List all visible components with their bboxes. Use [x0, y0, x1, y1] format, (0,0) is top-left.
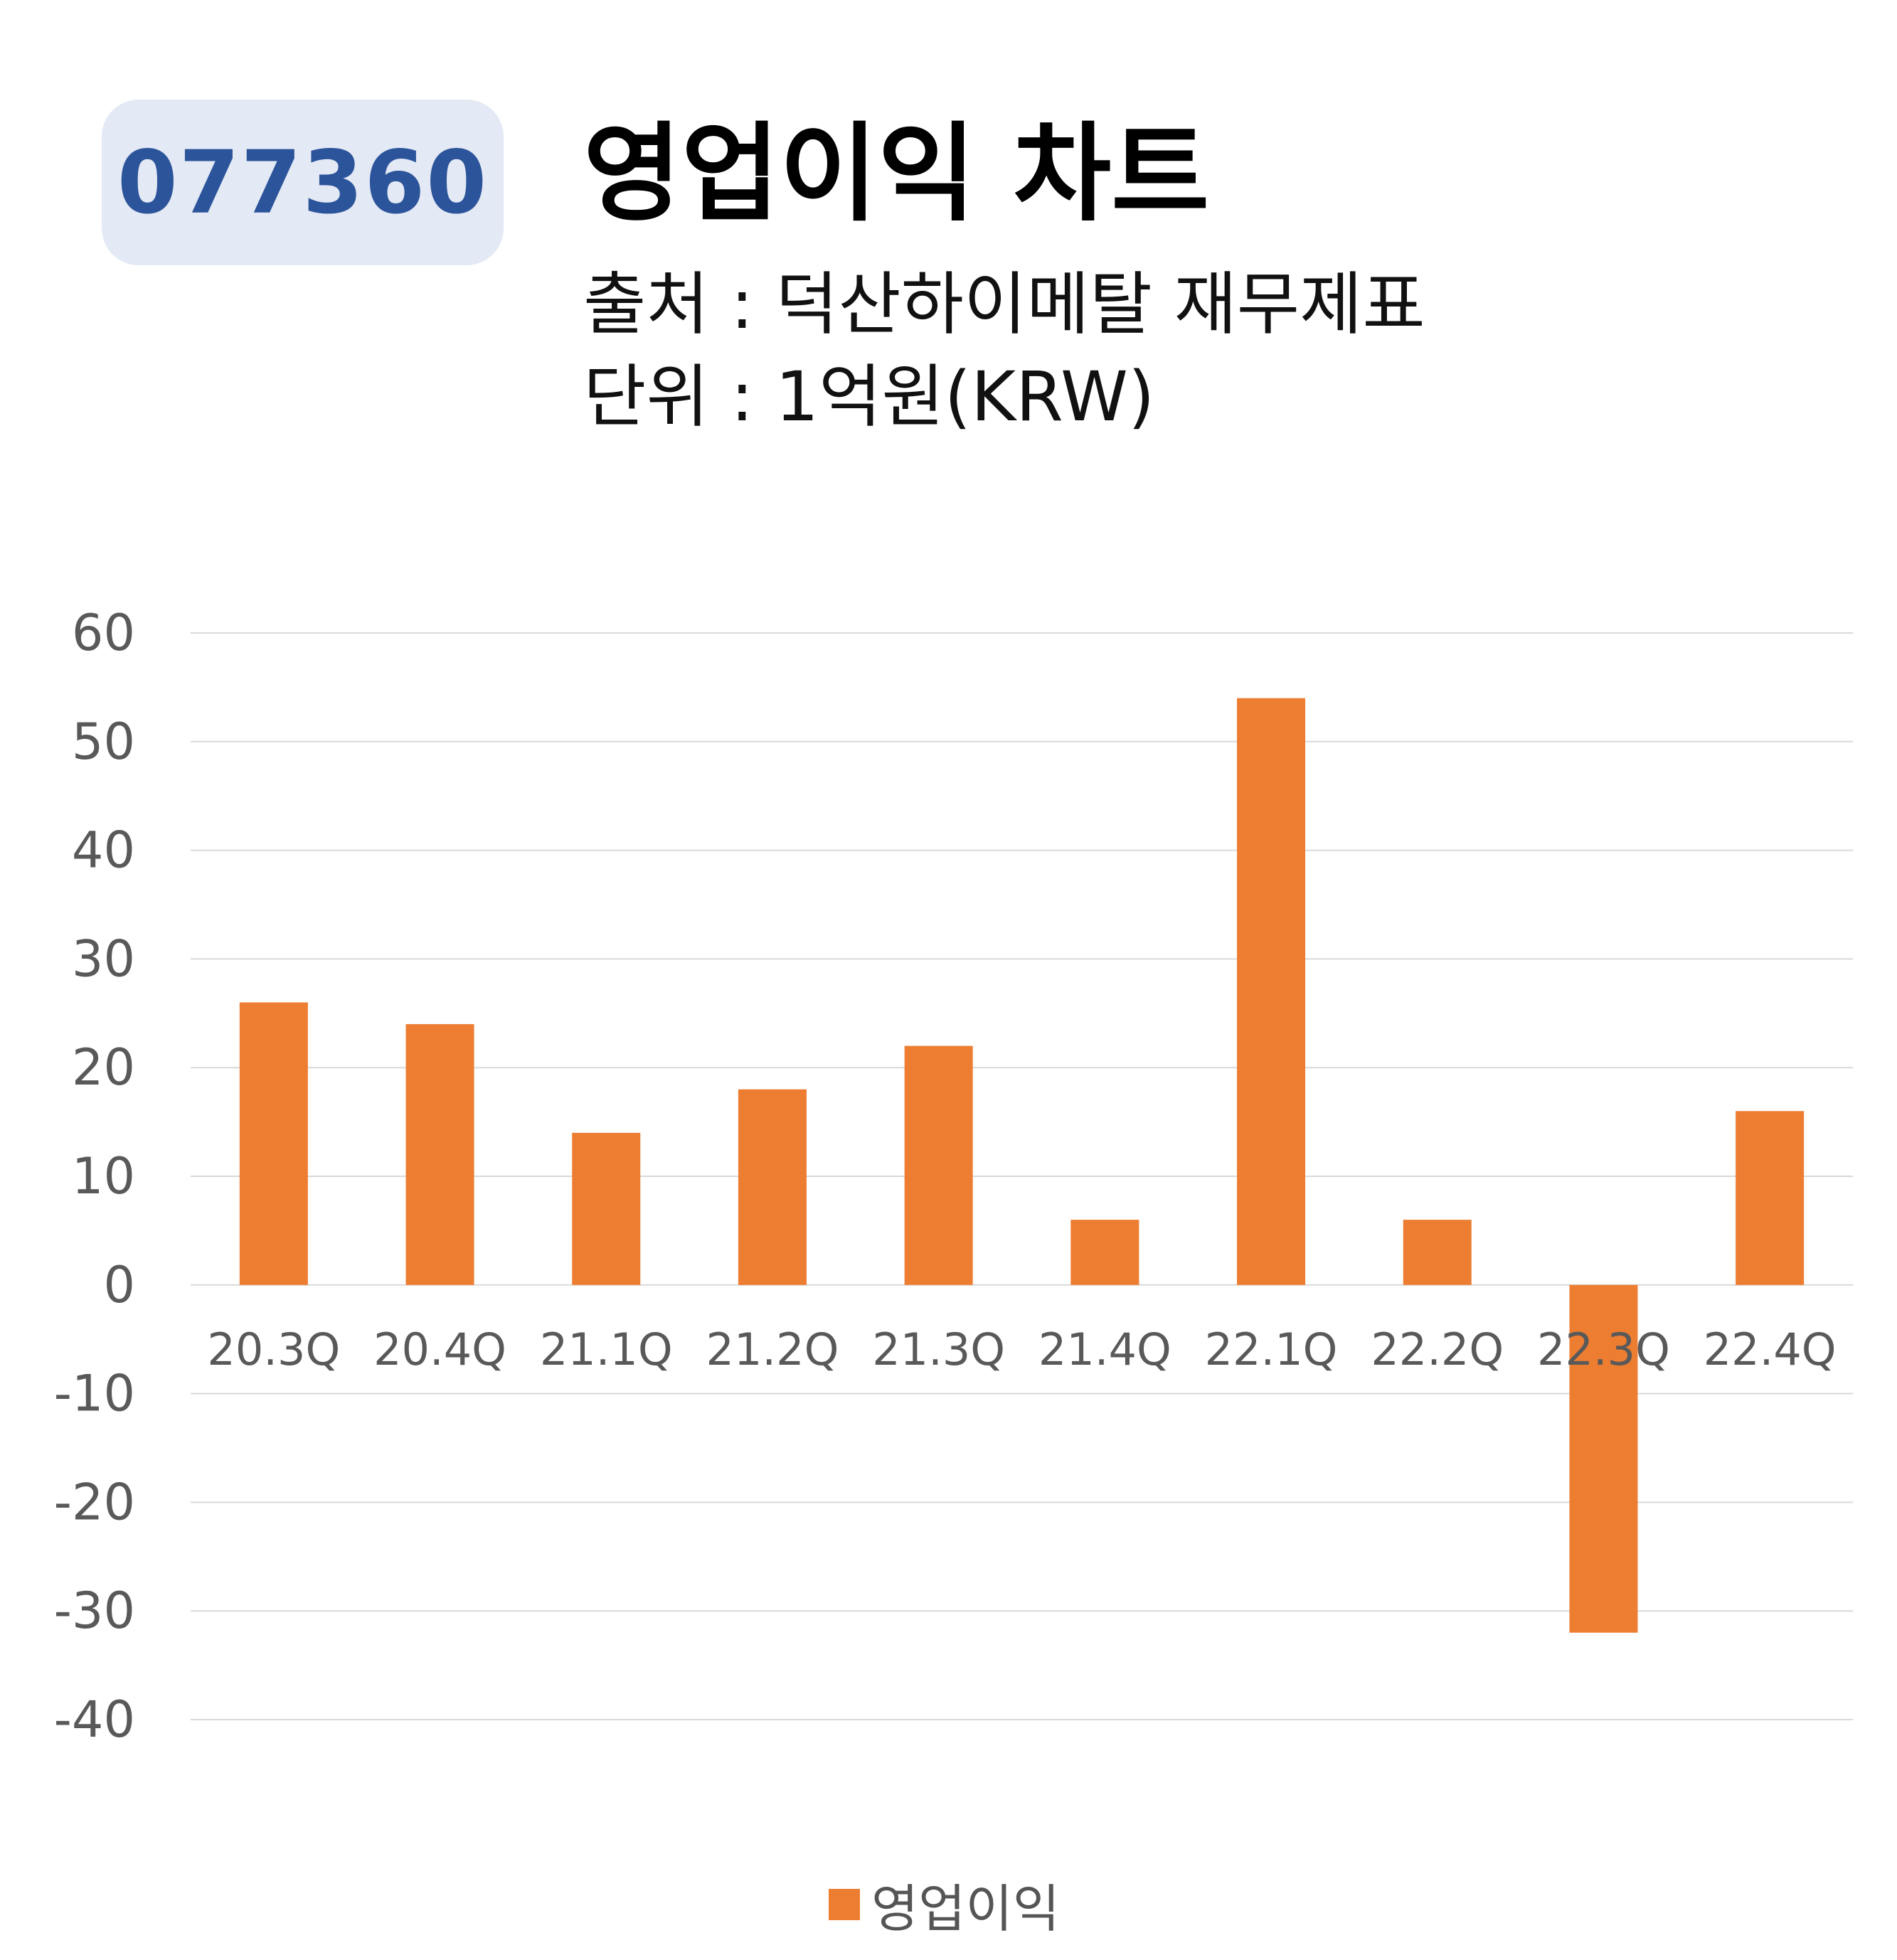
x-tick-label: 20.3Q [207, 1323, 340, 1375]
chart-title: 영업이익 차트 [583, 112, 1210, 236]
legend-label: 영업이익 [871, 1879, 1060, 1939]
bar [239, 1002, 308, 1285]
bar [1237, 698, 1306, 1285]
unit-line: 단위 : 1억원(KRW) [583, 357, 1155, 437]
legend: 영업이익 [829, 1867, 1060, 1942]
bar [1736, 1111, 1805, 1285]
bar [1569, 1284, 1638, 1633]
bar [1070, 1220, 1139, 1285]
y-tick-label: 30 [72, 930, 135, 988]
y-tick-label: -20 [54, 1473, 135, 1531]
x-tick-label: 22.1Q [1205, 1323, 1338, 1375]
x-tick-label: 21.3Q [872, 1323, 1005, 1375]
y-tick-label: 20 [72, 1038, 135, 1097]
y-tick-label: 40 [72, 821, 135, 880]
x-tick-label: 22.3Q [1537, 1323, 1670, 1375]
x-tick-label: 21.1Q [540, 1323, 673, 1375]
y-tick-label: -40 [54, 1690, 135, 1749]
x-tick-label: 21.2Q [706, 1323, 839, 1375]
x-tick-label: 22.2Q [1371, 1323, 1504, 1375]
y-tick-label: -10 [54, 1365, 135, 1423]
ticker-code: 077360 [117, 132, 489, 233]
bar [572, 1132, 641, 1285]
bar [1403, 1220, 1472, 1285]
y-tick-label: 60 [72, 604, 135, 662]
source-line: 출처 : 덕산하이메탈 재무제표 [583, 265, 1425, 344]
x-tick-label: 22.4Q [1704, 1323, 1837, 1375]
bar-chart: 60 50 40 30 20 10 0 -10 -20 -30 -40 20.3Q 20.4Q 21.1Q… [54, 604, 1853, 1749]
x-tick-label: 21.4Q [1038, 1323, 1171, 1375]
ticker-badge: 077360 [102, 100, 504, 265]
bar [738, 1089, 807, 1285]
bar [904, 1045, 973, 1285]
x-tick-label: 20.4Q [373, 1323, 506, 1375]
y-tick-label: 50 [72, 713, 135, 771]
y-tick-label: 10 [72, 1147, 135, 1205]
bar [405, 1024, 474, 1285]
y-tick-label: -30 [54, 1582, 135, 1640]
y-tick-label: 0 [103, 1256, 135, 1314]
legend-swatch [829, 1888, 860, 1920]
